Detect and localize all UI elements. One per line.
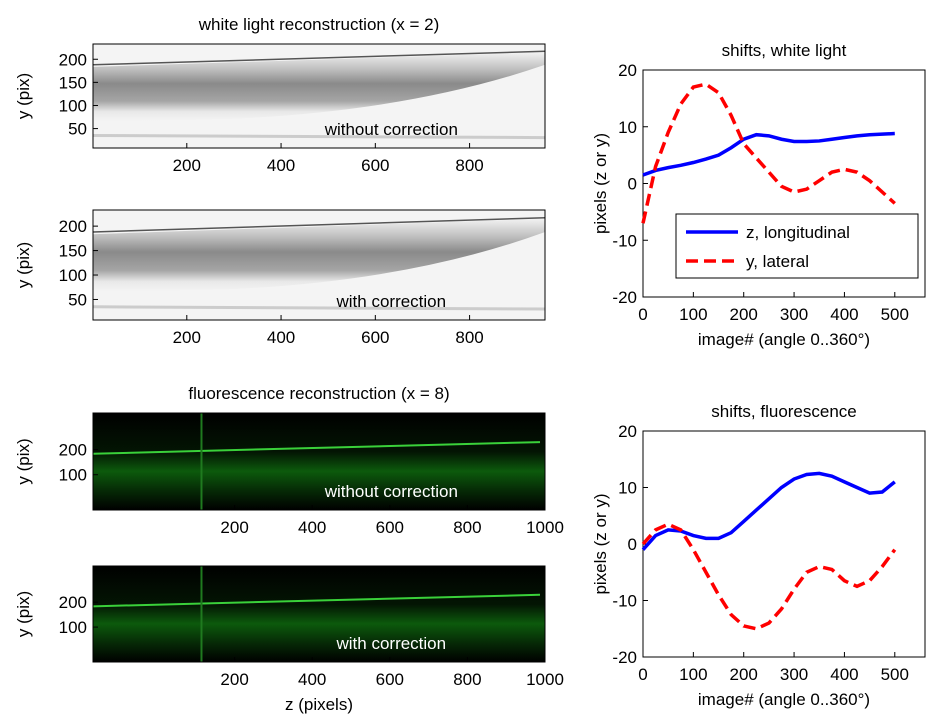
x-tick-label: 500 — [881, 305, 909, 324]
image — [92, 44, 546, 148]
y-tick-label: 200 — [59, 593, 87, 612]
image — [92, 210, 546, 320]
y-tick-label: -20 — [612, 288, 637, 307]
x-tick-label: 400 — [267, 156, 295, 175]
image-background — [93, 413, 545, 510]
x-tick-label: 200 — [730, 665, 758, 684]
y-tick-label: 50 — [68, 120, 87, 139]
x-tick-label: 800 — [453, 670, 481, 689]
axes-box — [92, 43, 546, 149]
x-tick-label: 400 — [298, 518, 326, 537]
x-tick-label: 200 — [173, 156, 201, 175]
x-tick-label: 0 — [638, 305, 647, 324]
y-tick-label: 100 — [59, 96, 87, 115]
y-tick-label: 10 — [618, 479, 637, 498]
y-axis-label: y (pix) — [14, 591, 33, 637]
image-background — [93, 566, 545, 662]
image-body — [93, 52, 545, 122]
image-streak — [92, 305, 546, 311]
x-tick-label: 400 — [830, 305, 858, 324]
axes-box — [92, 565, 546, 663]
legend-label: z, longitudinal — [746, 223, 850, 242]
y-axis-label: pixels (z or y) — [591, 493, 610, 594]
x-tick-label: 400 — [298, 670, 326, 689]
x-tick-label: 300 — [780, 305, 808, 324]
x-tick-label: 600 — [361, 328, 389, 347]
x-tick-label: 200 — [220, 670, 248, 689]
image-edge — [92, 50, 546, 66]
x-tick-label: 1000 — [526, 670, 564, 689]
y-tick-label: 10 — [618, 118, 637, 137]
x-tick-label: 400 — [830, 665, 858, 684]
y-tick-label: 150 — [59, 73, 87, 92]
y-axis-label: y (pix) — [14, 242, 33, 288]
annotation: without correction — [324, 120, 458, 139]
y-tick-label: 100 — [59, 466, 87, 485]
y-tick-label: 200 — [59, 441, 87, 460]
y-axis-label: y (pix) — [14, 438, 33, 484]
x-axis-label: image# (angle 0..360°) — [698, 330, 870, 349]
x-tick-label: 400 — [267, 328, 295, 347]
x-tick-label: 200 — [730, 305, 758, 324]
x-tick-label: 200 — [173, 328, 201, 347]
x-axis-label: z (pixels) — [285, 695, 353, 714]
legend-label: y, lateral — [746, 252, 809, 271]
y-tick-label: 200 — [59, 50, 87, 69]
y-tick-label: 100 — [59, 266, 87, 285]
y-tick-label: -10 — [612, 592, 637, 611]
chart-title: shifts, fluorescence — [711, 402, 857, 421]
y-axis-label: pixels (z or y) — [591, 133, 610, 234]
image — [92, 566, 545, 662]
y-tick-label: 0 — [628, 535, 637, 554]
image-edge — [92, 441, 541, 455]
line-series — [642, 131, 895, 177]
x-tick-label: 600 — [376, 670, 404, 689]
x-tick-label: 300 — [780, 665, 808, 684]
legend-box — [675, 213, 919, 279]
chart-title: fluorescence reconstruction (x = 8) — [188, 384, 449, 403]
x-tick-label: 500 — [881, 665, 909, 684]
image-streak — [92, 134, 546, 140]
y-tick-label: 150 — [59, 242, 87, 261]
y-tick-label: 50 — [68, 290, 87, 309]
x-tick-label: 800 — [455, 156, 483, 175]
y-tick-label: 200 — [59, 217, 87, 236]
annotation: without correction — [324, 482, 458, 501]
line-series — [641, 82, 896, 224]
chart-title: shifts, white light — [722, 41, 847, 60]
image-edge — [92, 593, 541, 608]
x-tick-label: 800 — [455, 328, 483, 347]
x-tick-label: 600 — [376, 518, 404, 537]
x-tick-label: 600 — [361, 156, 389, 175]
x-tick-label: 0 — [638, 665, 647, 684]
y-tick-label: -20 — [612, 648, 637, 667]
image-edge — [92, 216, 546, 233]
line-series — [641, 471, 896, 551]
x-tick-label: 800 — [453, 518, 481, 537]
x-tick-label: 1000 — [526, 518, 564, 537]
annotation: with correction — [336, 292, 447, 311]
axes-box — [642, 430, 926, 658]
x-axis-label: image# (angle 0..360°) — [698, 690, 870, 709]
y-tick-label: 0 — [628, 175, 637, 194]
axes-box — [92, 209, 546, 321]
x-tick-label: 100 — [679, 305, 707, 324]
y-tick-label: 20 — [618, 61, 637, 80]
y-tick-label: 100 — [59, 618, 87, 637]
x-tick-label: 100 — [679, 665, 707, 684]
image — [92, 413, 545, 510]
annotation: with correction — [336, 634, 447, 653]
chart-title: white light reconstruction (x = 2) — [198, 15, 439, 34]
y-axis-label: y (pix) — [14, 73, 33, 119]
y-tick-label: 20 — [618, 422, 637, 441]
x-tick-label: 200 — [220, 518, 248, 537]
axes-box — [92, 412, 546, 511]
image-body — [93, 218, 545, 293]
y-tick-label: -10 — [612, 231, 637, 250]
line-series — [641, 522, 897, 631]
